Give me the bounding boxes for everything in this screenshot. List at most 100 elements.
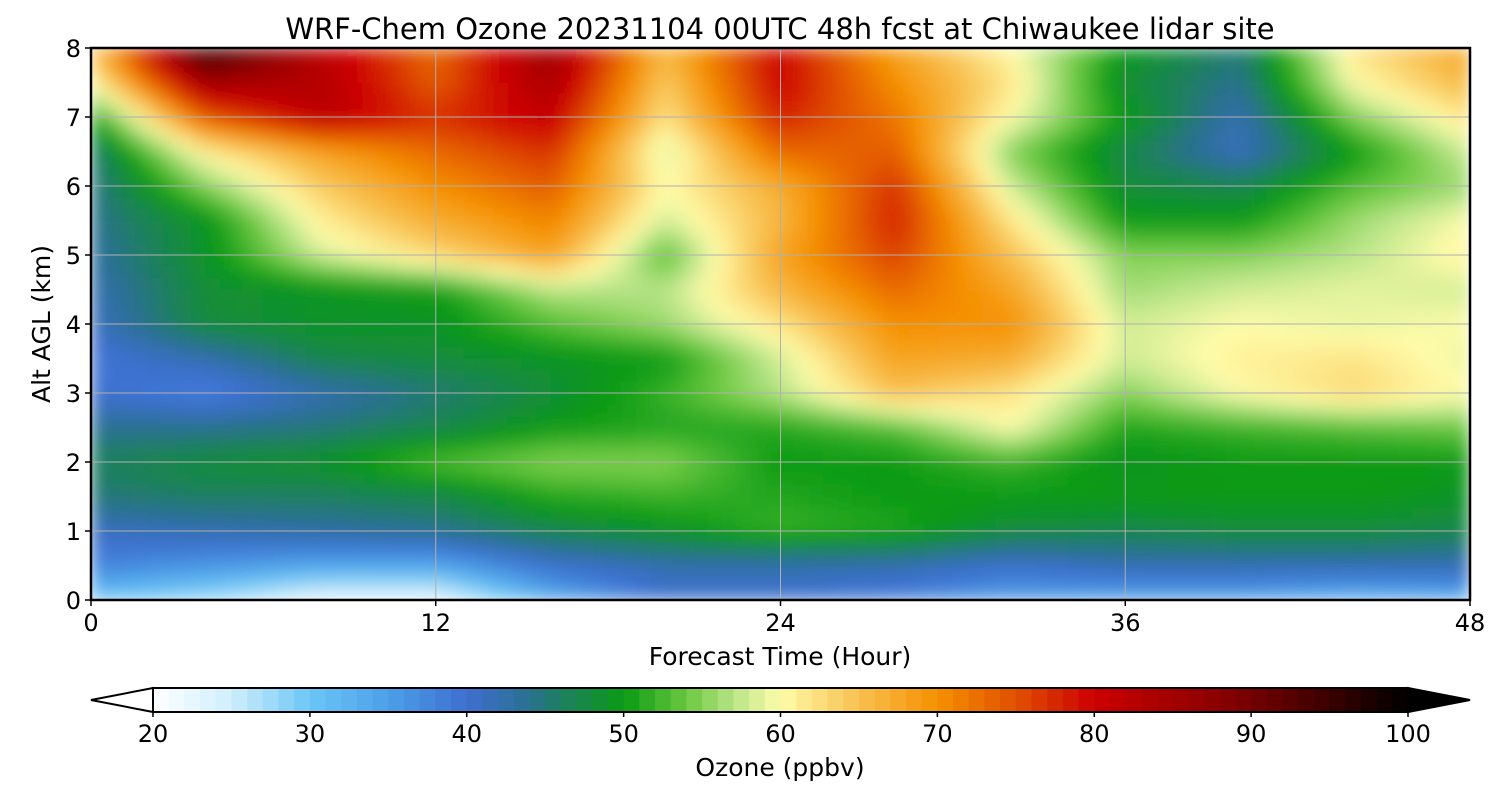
ozone-cell — [1096, 381, 1112, 394]
ozone-cell — [119, 197, 135, 210]
ozone-cell — [708, 289, 724, 302]
ozone-cell — [808, 139, 825, 152]
ozone-cell — [1038, 197, 1054, 210]
ozone-cell — [420, 105, 437, 118]
ozone-cell — [291, 82, 307, 95]
ozone-cell — [1368, 507, 1385, 520]
ozone-cell — [320, 197, 336, 210]
ozone-cell — [736, 139, 753, 152]
ozone-cell — [693, 162, 710, 175]
ozone-cell — [808, 519, 825, 532]
ozone-cell — [1067, 93, 1083, 106]
ozone-cell — [1368, 105, 1385, 118]
ozone-cell — [147, 496, 164, 509]
ozone-cell — [377, 565, 394, 578]
ozone-cell — [794, 588, 810, 600]
ozone-cell — [593, 530, 609, 543]
ozone-cell — [305, 162, 322, 175]
ozone-cell — [1268, 254, 1284, 267]
ozone-cell — [1282, 277, 1299, 290]
ozone-cell — [966, 427, 983, 440]
ozone-cell — [866, 151, 882, 164]
ozone-cell — [176, 358, 193, 371]
ozone-cell — [823, 542, 839, 555]
ozone-cell — [722, 300, 738, 313]
ozone-cell — [564, 553, 580, 566]
ozone-cell — [722, 312, 738, 325]
ozone-cell — [1024, 300, 1040, 313]
ozone-cell — [91, 139, 106, 152]
ozone-cell — [751, 48, 767, 60]
ozone-cell — [1096, 220, 1112, 233]
ozone-cell — [751, 530, 767, 543]
colorbar-swatch — [1031, 688, 1048, 712]
ozone-cell — [1426, 323, 1442, 336]
ozone-cell — [808, 162, 825, 175]
ozone-cell — [607, 289, 623, 302]
ozone-cell — [650, 427, 667, 440]
ozone-cell — [1325, 473, 1342, 486]
ozone-cell — [894, 151, 911, 164]
ozone-cell — [880, 231, 896, 244]
ozone-cell — [406, 139, 422, 152]
ozone-cell — [535, 93, 552, 106]
ozone-cell — [1368, 392, 1385, 405]
ozone-cell — [981, 139, 997, 152]
ozone-cell — [794, 185, 810, 198]
ozone-cell — [650, 335, 667, 348]
ozone-cell — [277, 105, 293, 118]
ozone-cell — [564, 139, 580, 152]
ozone-cell — [780, 59, 796, 72]
ozone-cell — [191, 381, 207, 394]
ozone-cell — [708, 254, 724, 267]
ozone-cell — [880, 519, 896, 532]
ozone-cell — [463, 174, 480, 187]
ozone-cell — [1052, 438, 1069, 451]
ozone-cell — [938, 162, 954, 175]
ozone-cell — [406, 243, 422, 256]
ozone-cell — [837, 300, 853, 313]
ozone-cell — [607, 266, 623, 279]
ozone-cell — [1196, 48, 1212, 60]
ozone-cell — [234, 162, 250, 175]
ozone-cell — [1052, 277, 1069, 290]
ozone-cell — [1325, 438, 1342, 451]
ozone-cell — [1081, 208, 1098, 221]
ozone-cell — [1254, 312, 1270, 325]
ozone-cell — [1009, 116, 1026, 129]
ozone-cell — [1426, 484, 1442, 497]
ozone-cell — [176, 208, 193, 221]
ozone-cell — [392, 139, 408, 152]
ozone-cell — [665, 484, 681, 497]
ozone-cell — [262, 116, 279, 129]
ozone-cell — [1081, 243, 1098, 256]
ozone-cell — [780, 496, 796, 509]
ozone-cell — [435, 461, 451, 474]
ozone-cell — [938, 507, 954, 520]
ozone-cell — [320, 404, 336, 417]
ozone-cell — [823, 289, 839, 302]
ozone-cell — [1067, 438, 1083, 451]
ozone-cell — [1455, 277, 1470, 290]
ozone-cell — [1052, 588, 1069, 600]
ozone-cell — [938, 254, 954, 267]
ozone-cell — [780, 588, 796, 600]
ozone-cell — [1182, 70, 1198, 83]
ozone-cell — [765, 484, 781, 497]
ozone-cell — [1297, 151, 1313, 164]
ozone-cell — [1153, 231, 1169, 244]
ozone-cell — [1311, 254, 1327, 267]
ozone-cell — [363, 116, 379, 129]
ozone-cell — [780, 300, 796, 313]
ozone-cell — [1124, 576, 1141, 589]
ozone-cell — [880, 542, 896, 555]
ozone-cell — [492, 312, 509, 325]
ozone-cell — [420, 277, 437, 290]
ozone-cell — [1225, 381, 1241, 394]
ozone-cell — [449, 588, 465, 600]
ozone-cell — [1254, 473, 1270, 486]
ozone-cell — [1397, 565, 1414, 578]
ozone-cell — [219, 519, 236, 532]
ozone-cell — [1153, 484, 1169, 497]
ozone-cell — [1354, 496, 1370, 509]
